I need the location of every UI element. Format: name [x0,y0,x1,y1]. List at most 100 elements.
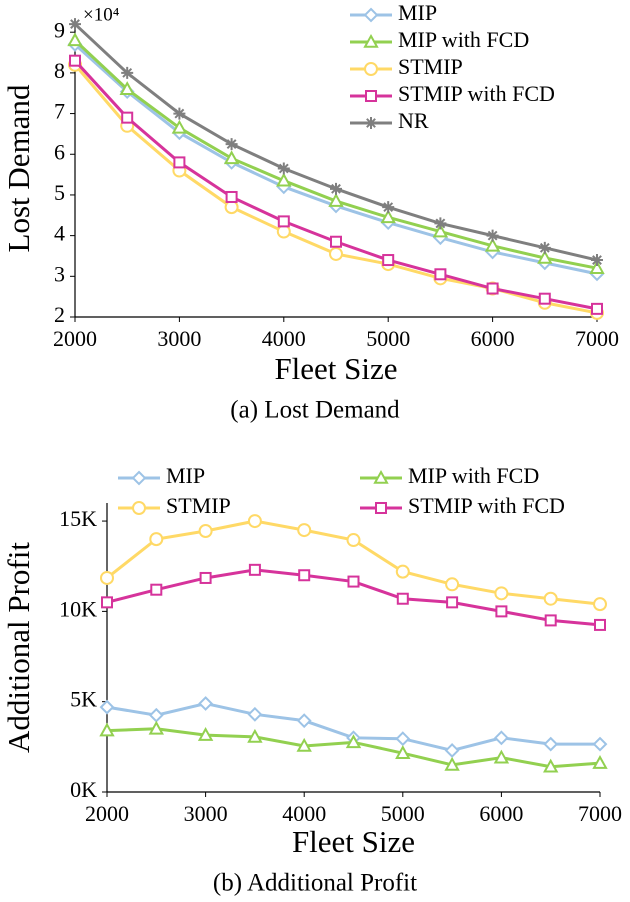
point [382,201,395,214]
legend-marker [365,90,377,102]
point [346,533,361,548]
legend-label: NR [398,108,429,133]
caption: (b) Additional Profit [213,870,417,897]
point [543,736,559,752]
point [434,268,447,281]
x-tick-label: 5000 [366,326,410,351]
point [544,614,557,627]
point [247,706,263,722]
point [69,18,81,31]
point [99,699,115,715]
point [223,150,240,165]
x-tick-label: 2000 [85,801,129,826]
point [445,577,460,592]
point [395,564,410,579]
x-tick-label: 3000 [184,801,228,826]
point [537,249,553,264]
point [432,223,449,238]
series-line [73,22,598,262]
x-tick-label: 6000 [471,326,515,351]
legend-marker [132,501,146,515]
point [396,592,409,605]
point [100,570,114,585]
point [225,190,238,203]
point [173,107,186,120]
point [594,618,606,631]
x-axis-label: Fleet Size [292,824,415,859]
point [197,727,214,741]
y-tick-label: 5K [70,687,97,712]
y-tick-label: 9 [54,17,65,42]
point [589,260,605,274]
point [434,217,447,230]
x-tick-label: 4000 [282,801,326,826]
point [593,597,607,612]
point [444,756,460,771]
point [121,66,134,79]
point [538,292,551,305]
point [198,696,214,711]
y-multiplier: ×10⁴ [83,4,120,25]
y-tick-label: 7 [54,99,65,124]
point [484,237,501,252]
point [148,707,164,723]
caption: (a) Lost Demand [230,397,400,424]
x-tick-label: 6000 [479,801,523,826]
point [328,192,344,207]
point [395,745,411,759]
point [248,563,261,576]
y-tick-label: 4 [54,221,65,246]
point [247,728,263,743]
x-tick-label: 3000 [157,326,201,351]
y-axis-label: Additional Profit [1,542,36,753]
point [330,182,342,195]
point [199,571,212,584]
y-tick-label: 5 [54,180,65,205]
y-tick-label: 10K [59,596,97,621]
legend-marker [375,502,387,514]
point [296,713,312,729]
point [247,514,262,529]
x-tick-label: 4000 [262,326,306,351]
point [297,523,312,538]
point [538,241,551,254]
y-tick-label: 3 [54,261,65,286]
legend-label: MIP [398,0,437,25]
point [494,586,509,601]
x-tick-label: 7000 [578,801,622,826]
point [99,722,115,737]
x-axis-label: Fleet Size [274,351,397,386]
point [67,32,83,47]
y-tick-label: 0K [70,777,97,802]
point [543,758,559,773]
x-tick-label: 5000 [381,801,425,826]
legend-label: MIP with FCD [408,463,539,488]
y-axis-label: Lost Demand [1,84,36,252]
legend-label: STMIP [398,54,463,79]
x-tick-label: 7000 [575,326,619,351]
point [592,755,608,769]
point [493,749,510,764]
point [380,209,396,224]
y-tick-label: 2 [54,302,65,327]
legend-marker [363,7,379,23]
point [101,596,113,609]
point [150,583,163,596]
point [382,254,395,267]
point [276,172,292,187]
point [149,532,164,547]
point [543,591,558,606]
point [198,523,213,538]
legend-marker [364,62,378,76]
y-tick-label: 6 [54,139,65,164]
point [277,215,290,228]
legend-label: STMIP with FCD [398,81,555,106]
point [330,235,342,248]
point [173,156,186,169]
legend-marker [131,470,147,486]
point [486,229,499,242]
point [171,119,188,134]
legend-label: STMIP with FCD [408,493,565,518]
point [225,138,238,151]
